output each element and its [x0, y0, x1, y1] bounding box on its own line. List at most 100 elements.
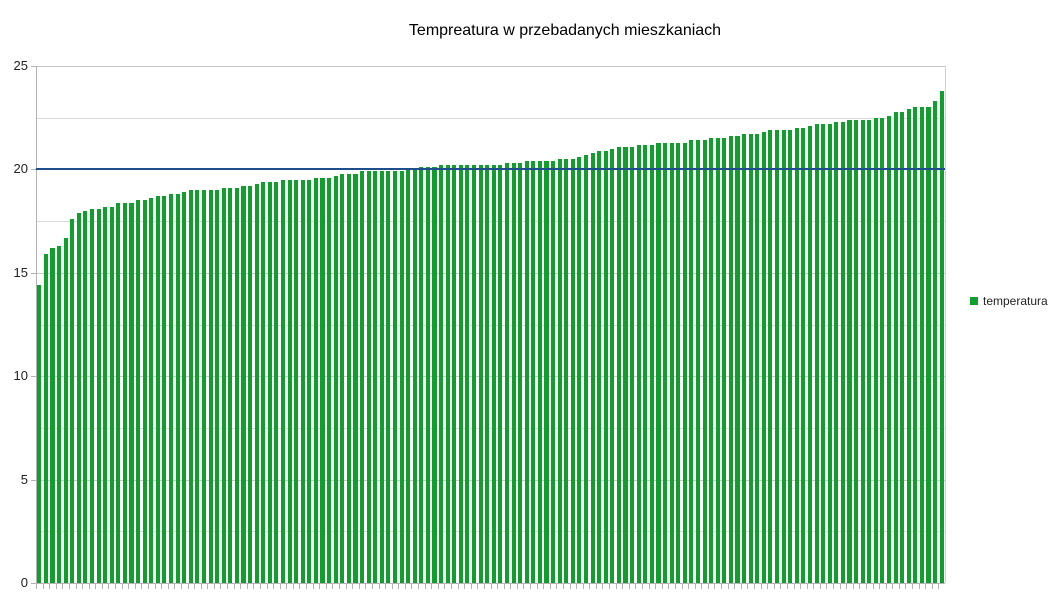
x-tick-mark — [246, 584, 248, 589]
x-tick-mark — [266, 584, 268, 589]
bar — [919, 107, 924, 583]
bar — [366, 171, 371, 583]
bar — [287, 179, 292, 583]
gridline — [36, 531, 945, 533]
bar — [142, 200, 147, 583]
x-tick-mark — [813, 584, 815, 589]
x-tick-mark — [833, 584, 835, 589]
x-tick-mark — [562, 584, 564, 589]
x-tick-mark — [147, 584, 149, 589]
x-tick-mark — [569, 584, 571, 589]
x-tick-mark — [628, 584, 630, 589]
bar — [327, 177, 332, 583]
bar — [728, 136, 733, 583]
bar — [267, 181, 272, 583]
bar — [827, 123, 832, 583]
bar — [182, 192, 187, 583]
x-tick-mark — [385, 584, 387, 589]
bar — [96, 208, 101, 583]
x-tick-mark — [642, 584, 643, 589]
x-tick-mark — [259, 584, 261, 589]
bar — [103, 206, 108, 583]
bar — [122, 202, 127, 583]
x-tick-mark — [576, 584, 578, 589]
x-tick-mark — [905, 584, 907, 589]
x-tick-mark — [912, 584, 914, 589]
bar — [537, 161, 542, 583]
bar — [478, 165, 483, 583]
gridline — [36, 427, 945, 429]
legend-swatch-icon — [970, 297, 978, 305]
bar — [234, 188, 239, 583]
x-tick-mark — [371, 584, 373, 589]
bar — [689, 140, 694, 583]
x-tick-mark — [655, 584, 657, 589]
bar — [57, 245, 62, 583]
bar — [735, 136, 740, 583]
bar — [346, 173, 351, 583]
bar — [452, 165, 457, 583]
bar — [643, 144, 648, 583]
x-tick-mark — [398, 584, 400, 589]
plot-area: 0 5 10 15 20 25 — [14, 58, 946, 590]
bar — [465, 165, 470, 583]
x-tick-mark — [740, 584, 742, 589]
x-tick-mark — [734, 584, 736, 589]
bar — [439, 165, 444, 583]
x-tick-mark — [299, 584, 301, 589]
bar — [900, 111, 905, 583]
y-tick-mark — [31, 479, 36, 481]
bar — [353, 173, 358, 583]
plot-border — [945, 66, 946, 583]
x-tick-mark — [918, 584, 920, 589]
gridline — [36, 479, 945, 481]
bar — [129, 202, 134, 583]
bar — [83, 210, 88, 583]
bar — [307, 179, 312, 583]
gridline — [36, 221, 945, 223]
bar — [577, 157, 582, 583]
x-tick-mark — [780, 584, 782, 589]
x-tick-mark — [490, 584, 492, 589]
x-tick-mark — [688, 584, 690, 589]
x-tick-mark — [852, 584, 854, 589]
bar — [116, 202, 121, 583]
bar — [531, 161, 536, 583]
bar — [215, 190, 220, 583]
x-tick-mark — [134, 584, 136, 589]
bar — [761, 132, 766, 583]
x-tick-mark — [839, 584, 841, 589]
bar — [906, 109, 911, 583]
x-tick-mark — [648, 584, 650, 589]
x-tick-mark — [358, 584, 360, 589]
bar — [149, 198, 154, 583]
bar — [616, 146, 621, 583]
x-tick-mark — [582, 584, 584, 589]
x-tick-mark — [431, 584, 433, 589]
y-tick-label: 10 — [13, 368, 28, 384]
x-tick-mark — [273, 584, 275, 589]
y-tick-label: 15 — [13, 264, 28, 280]
x-tick-mark — [194, 584, 196, 589]
bar — [774, 130, 780, 583]
bar — [340, 173, 345, 583]
bar — [379, 171, 384, 583]
x-tick-mark — [879, 584, 881, 589]
bar — [313, 177, 318, 583]
x-tick-mark — [503, 584, 505, 589]
x-tick-mark — [319, 584, 321, 589]
x-tick-mark — [543, 584, 545, 589]
bar — [300, 179, 305, 583]
bar — [781, 130, 786, 583]
x-tick-mark — [42, 584, 44, 589]
x-tick-mark — [227, 584, 229, 589]
x-tick-mark — [154, 584, 156, 589]
x-tick-mark — [826, 584, 828, 589]
gridline — [36, 376, 945, 378]
bar — [860, 119, 865, 583]
x-tick-mark — [88, 584, 90, 589]
bar — [623, 146, 628, 583]
x-tick-mark — [615, 584, 617, 589]
x-tick-mark — [121, 584, 123, 589]
x-tick-mark — [931, 584, 933, 589]
